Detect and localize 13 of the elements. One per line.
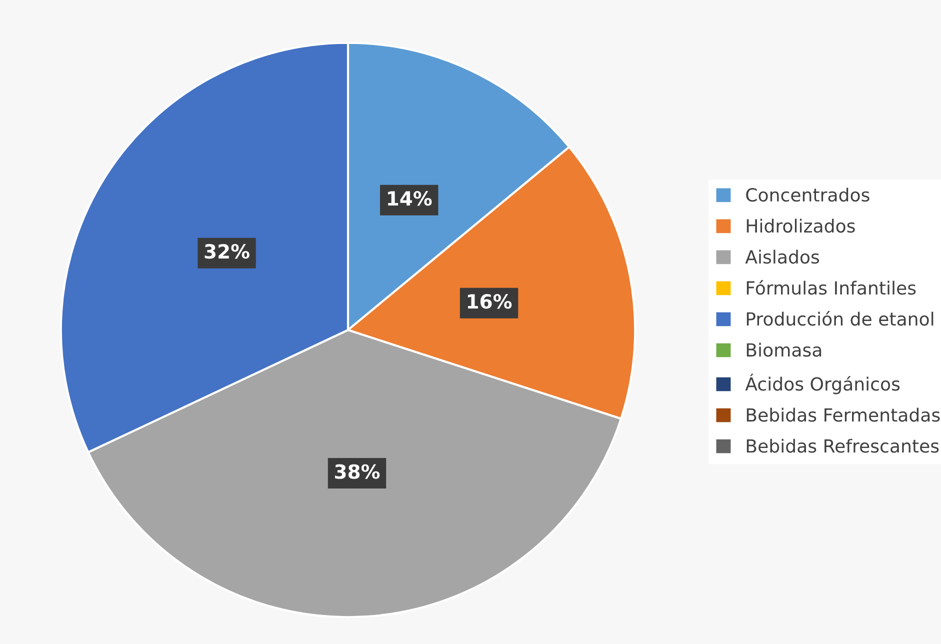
legend-label: Producción de etanol: [746, 311, 934, 326]
legend-label: Aislados: [745, 250, 820, 264]
data-label: 14%: [388, 191, 432, 206]
data-label: 32%: [204, 244, 250, 259]
legend-label: Biomasa: [746, 342, 822, 357]
legend-label: Bebidas Refrescantes: [746, 438, 939, 453]
legend-label: Bebidas Fermentadas: [746, 408, 940, 422]
legend-label: Ácidos Orgánicos: [745, 374, 900, 394]
legend-label: Hidrolizados: [746, 218, 855, 233]
data-label: 38%: [335, 464, 380, 479]
data-label: 16%: [468, 294, 512, 309]
legend-label: Concentrados: [746, 188, 870, 202]
legend-label: Fórmulas Infantiles: [746, 280, 916, 295]
